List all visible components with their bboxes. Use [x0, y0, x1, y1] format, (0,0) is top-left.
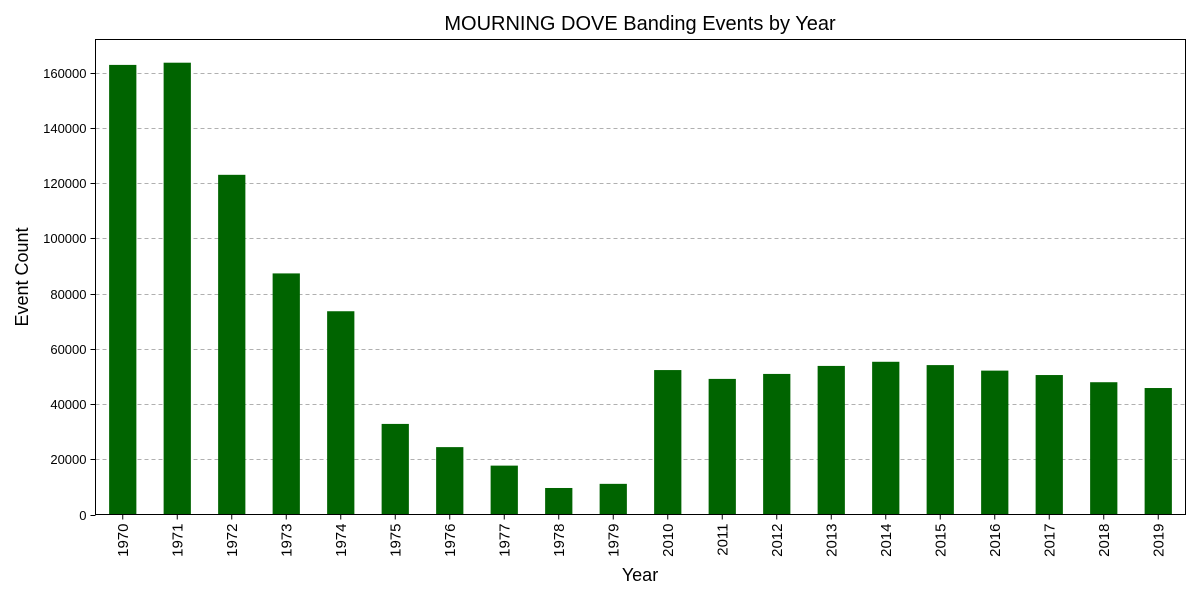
bars	[109, 62, 1172, 515]
x-tick-label: 1970	[115, 524, 132, 557]
y-tick-label: 60000	[50, 342, 86, 357]
x-tick-label: 1975	[387, 524, 404, 557]
x-tick-label: 2016	[987, 524, 1004, 557]
bar-1975	[381, 423, 409, 515]
bar-1972	[218, 174, 246, 515]
bar-1973	[272, 273, 300, 515]
bar-2012	[763, 373, 791, 515]
bar-1977	[490, 465, 518, 515]
x-axis-label: Year	[622, 565, 658, 585]
y-tick-label: 80000	[50, 287, 86, 302]
bar-1971	[163, 62, 191, 515]
x-tick-label: 1971	[169, 524, 186, 557]
bar-1970	[109, 64, 137, 515]
bar-2011	[708, 378, 736, 515]
plot-frame	[95, 39, 1186, 515]
bar-2017	[1035, 375, 1063, 515]
x-tick-label: 2015	[932, 524, 949, 557]
x-tick-label: 2017	[1041, 524, 1058, 557]
y-tick-label: 0	[79, 508, 86, 523]
y-axis: 0 20000 40000 60000 80000 100000 120000 140000 1…	[43, 66, 96, 523]
bar-1978	[545, 487, 573, 515]
x-tick-label: 2011	[714, 524, 731, 556]
bar-1979	[599, 483, 627, 515]
x-tick-label: 1977	[496, 524, 513, 557]
bar-2015	[926, 365, 954, 515]
bar-2019	[1144, 388, 1172, 515]
x-tick-label: 1974	[333, 524, 350, 557]
x-tick-label: 2013	[823, 524, 840, 557]
x-tick-label: 1972	[224, 524, 241, 557]
y-tick-label: 120000	[43, 176, 86, 191]
bar-1974	[327, 311, 355, 515]
x-tick-label: 1976	[442, 524, 459, 557]
bar-2010	[654, 370, 682, 515]
x-tick-label: 1978	[551, 524, 568, 557]
x-tick-label: 1973	[278, 524, 295, 557]
x-axis: 1970 1971 1972 1973 1974 1975 1976 1977 1978 1979…	[115, 514, 1167, 557]
bar-1976	[436, 447, 464, 515]
grid	[95, 73, 1186, 460]
bar-2016	[981, 370, 1009, 515]
x-tick-label: 2018	[1096, 524, 1113, 557]
bar-2018	[1090, 382, 1118, 515]
x-tick-label: 2014	[878, 524, 895, 557]
chart-title: MOURNING DOVE Banding Events by Year	[444, 13, 836, 35]
y-tick-label: 20000	[50, 452, 86, 467]
y-tick-label: 40000	[50, 397, 86, 412]
y-axis-label: Event Count	[12, 227, 32, 326]
y-tick-label: 100000	[43, 231, 86, 246]
bar-2014	[872, 361, 900, 515]
x-tick-label: 2012	[769, 524, 786, 557]
bar-2013	[817, 365, 845, 515]
x-tick-label: 1979	[605, 524, 622, 557]
x-tick-label: 2019	[1150, 524, 1167, 557]
y-tick-label: 160000	[43, 66, 86, 81]
y-tick-label: 140000	[43, 121, 86, 136]
x-tick-label: 2010	[660, 524, 677, 557]
